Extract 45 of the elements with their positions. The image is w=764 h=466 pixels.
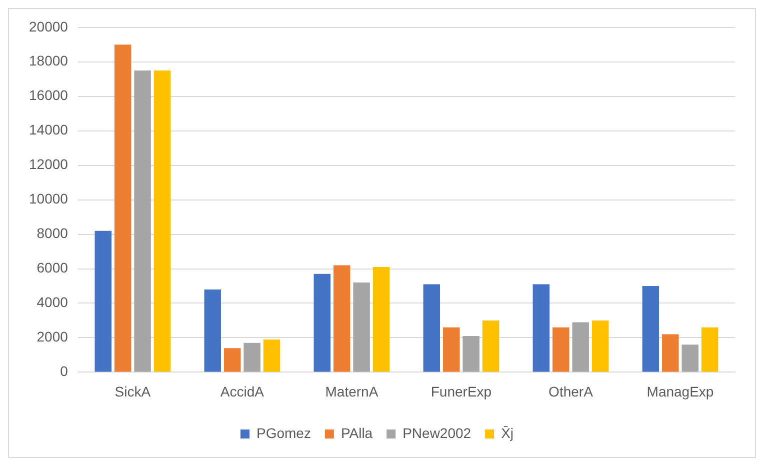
y-tick-label: 8000: [36, 225, 68, 242]
bar: [263, 339, 280, 372]
y-tick-label: 18000: [28, 52, 68, 69]
y-tick-label: 20000: [28, 18, 68, 34]
y-tick-label: 6000: [36, 260, 68, 276]
bar: [572, 322, 589, 372]
y-tick-label: 4000: [36, 294, 68, 310]
y-tick-label: 12000: [28, 156, 68, 172]
bar: [134, 70, 151, 372]
y-tick-label: 16000: [28, 87, 68, 104]
bar: [423, 284, 440, 372]
y-tick-label: 0: [60, 363, 68, 380]
bar: [442, 327, 460, 372]
bar: [592, 320, 609, 372]
bar: [333, 265, 350, 372]
x-tick-label: MaternA: [325, 383, 379, 400]
bar: [682, 344, 698, 372]
bar: [244, 342, 260, 372]
x-tick-label: OtherA: [548, 383, 594, 400]
bar: [662, 334, 679, 372]
bar: [642, 286, 660, 372]
legend-label: PGomez: [256, 424, 311, 441]
y-tick-label: 2000: [36, 328, 68, 345]
bar: [482, 320, 500, 372]
bar: [353, 282, 370, 372]
x-tick-label: ManagExp: [646, 383, 714, 400]
x-tick-label: AccidA: [220, 383, 265, 400]
bar: [552, 327, 570, 372]
bar: [204, 289, 222, 372]
bar: [154, 70, 171, 372]
legend-label: PAlla: [340, 424, 373, 441]
bar: [701, 327, 718, 372]
bar: [224, 348, 241, 372]
bar: [532, 284, 550, 372]
bar: [462, 336, 480, 372]
bar: [314, 274, 331, 372]
x-tick-label: SickA: [114, 383, 152, 400]
bar: [372, 267, 390, 372]
y-tick-label: 14000: [28, 122, 68, 138]
bar: [114, 44, 132, 372]
x-tick-label: FunerExp: [430, 383, 492, 400]
y-tick-label: 10000: [28, 190, 68, 207]
legend-label: X̄j: [501, 424, 514, 441]
legend-label: PNew2002: [402, 424, 472, 441]
bar: [94, 230, 112, 372]
